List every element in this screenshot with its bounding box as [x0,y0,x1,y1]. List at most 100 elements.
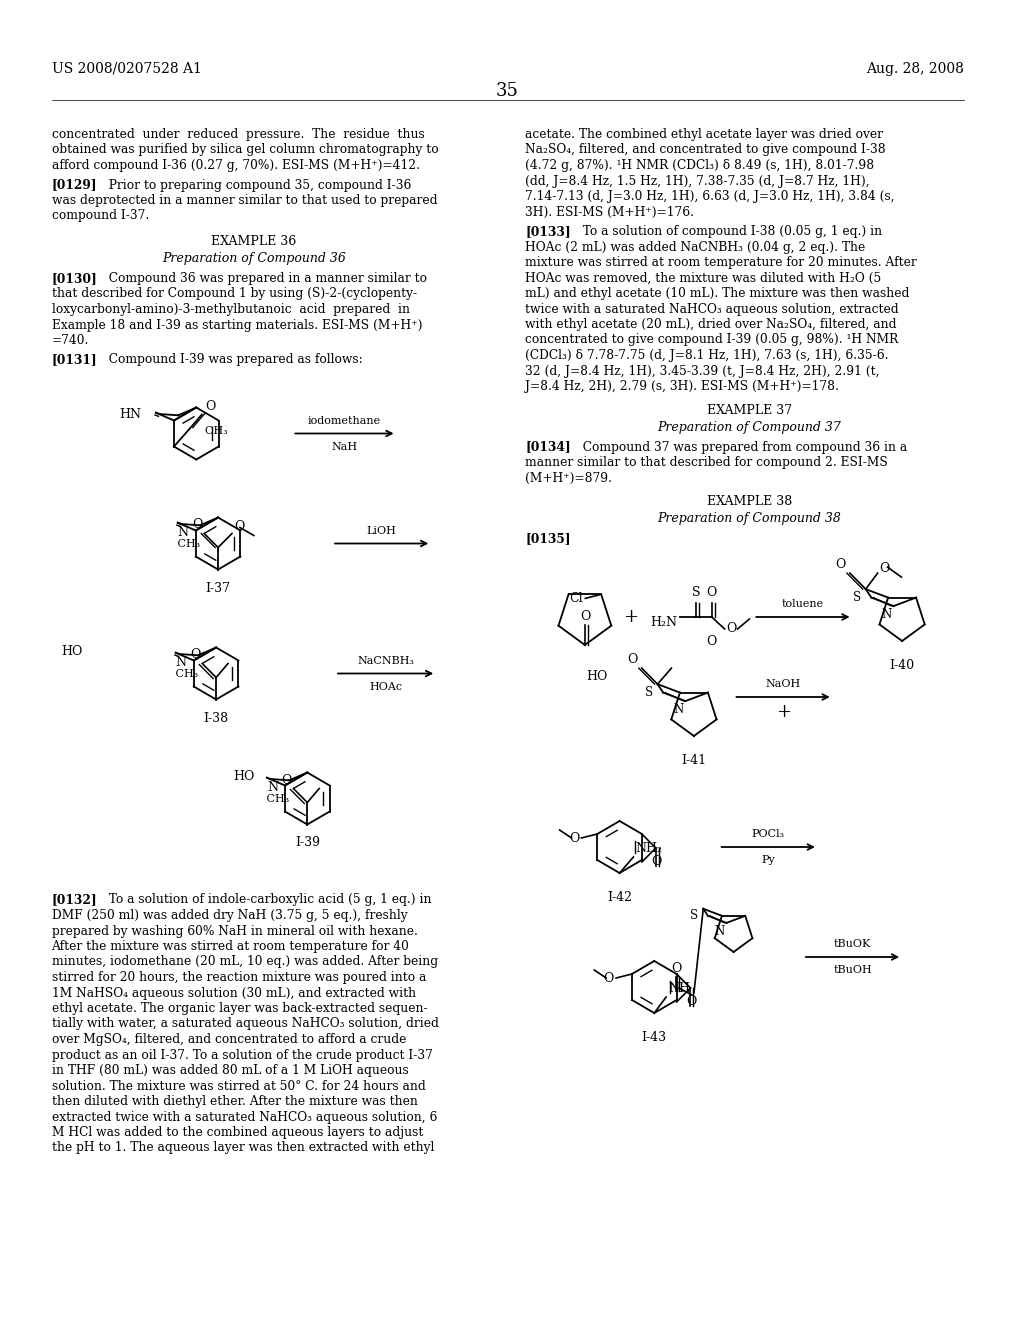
Text: obtained was purified by silica gel column chromatography to: obtained was purified by silica gel colu… [51,144,438,157]
Text: product as an oil I-37. To a solution of the crude product I-37: product as an oil I-37. To a solution of… [51,1048,432,1061]
Text: NH₂: NH₂ [636,842,663,855]
Text: concentrated  under  reduced  pressure.  The  residue  thus: concentrated under reduced pressure. The… [51,128,424,141]
Text: concentrated to give compound I-39 (0.05 g, 98%). ¹H NMR: concentrated to give compound I-39 (0.05… [525,334,899,346]
Text: S: S [691,586,700,599]
Text: Example 18 and I-39 as starting materials. ESI-MS (M+H⁺): Example 18 and I-39 as starting material… [51,318,422,331]
Text: EXAMPLE 36: EXAMPLE 36 [211,235,296,248]
Text: Preparation of Compound 37: Preparation of Compound 37 [657,421,842,433]
Text: O: O [281,774,292,787]
Text: I-37: I-37 [206,582,230,594]
Text: 32 (d, J=8.4 Hz, 1H), 3.45-3.39 (t, J=8.4 Hz, 2H), 2.91 (t,: 32 (d, J=8.4 Hz, 1H), 3.45-3.39 (t, J=8.… [525,364,880,378]
Text: 1M NaHSO₄ aqueous solution (30 mL), and extracted with: 1M NaHSO₄ aqueous solution (30 mL), and … [51,986,416,999]
Text: ethyl acetate. The organic layer was back-extracted sequen-: ethyl acetate. The organic layer was bac… [51,1002,427,1015]
Text: toluene: toluene [782,599,824,609]
Text: [0132]: [0132] [51,894,97,907]
Text: Compound 36 was prepared in a manner similar to: Compound 36 was prepared in a manner sim… [101,272,427,285]
Text: then diluted with diethyl ether. After the mixture was then: then diluted with diethyl ether. After t… [51,1096,418,1107]
Text: iodomethane: iodomethane [308,416,381,425]
Text: with ethyl acetate (20 mL), dried over Na₂SO₄, filtered, and: with ethyl acetate (20 mL), dried over N… [525,318,897,331]
Text: N: N [176,656,186,669]
Text: +: + [623,609,638,626]
Text: I-41: I-41 [681,754,707,767]
Text: O: O [727,623,737,635]
Text: H₂N: H₂N [650,615,677,628]
Text: M HCl was added to the combined aqueous layers to adjust: M HCl was added to the combined aqueous … [51,1126,423,1139]
Text: O: O [880,562,890,576]
Text: =740.: =740. [51,334,89,347]
Text: O: O [604,972,614,985]
Text: in THF (80 mL) was added 80 mL of a 1 M LiOH aqueous: in THF (80 mL) was added 80 mL of a 1 M … [51,1064,409,1077]
Text: Prior to preparing compound 35, compound I-36: Prior to preparing compound 35, compound… [101,178,412,191]
Text: (CDCl₃) δ 7.78-7.75 (d, J=8.1 Hz, 1H), 7.63 (s, 1H), 6.35-6.: (CDCl₃) δ 7.78-7.75 (d, J=8.1 Hz, 1H), 7… [525,348,889,362]
Text: NaCNBH₃: NaCNBH₃ [357,656,414,665]
Text: O: O [671,962,681,975]
Text: O: O [191,519,202,532]
Text: (dd, J=8.4 Hz, 1.5 Hz, 1H), 7.38-7.35 (d, J=8.7 Hz, 1H),: (dd, J=8.4 Hz, 1.5 Hz, 1H), 7.38-7.35 (d… [525,174,870,187]
Text: O: O [651,855,662,869]
Text: acetate. The combined ethyl acetate layer was dried over: acetate. The combined ethyl acetate laye… [525,128,884,141]
Text: [0129]: [0129] [51,178,97,191]
Text: [0135]: [0135] [525,532,571,545]
Text: 3H). ESI-MS (M+H⁺)=176.: 3H). ESI-MS (M+H⁺)=176. [525,206,694,219]
Text: loxycarbonyl-amino)-3-methylbutanoic  acid  prepared  in: loxycarbonyl-amino)-3-methylbutanoic aci… [51,304,410,315]
Text: stirred for 20 hours, the reaction mixture was poured into a: stirred for 20 hours, the reaction mixtu… [51,972,426,983]
Text: 7.14-7.13 (d, J=3.0 Hz, 1H), 6.63 (d, J=3.0 Hz, 1H), 3.84 (s,: 7.14-7.13 (d, J=3.0 Hz, 1H), 6.63 (d, J=… [525,190,895,203]
Text: O: O [628,653,638,667]
Text: that described for Compound 1 by using (S)-2-(cyclopenty-: that described for Compound 1 by using (… [51,288,417,301]
Text: Py: Py [762,855,775,865]
Text: O: O [686,995,696,1008]
Text: the pH to 1. The aqueous layer was then extracted with ethyl: the pH to 1. The aqueous layer was then … [51,1142,434,1155]
Text: +: + [775,704,791,721]
Text: mixture was stirred at room temperature for 20 minutes. After: mixture was stirred at room temperature … [525,256,918,269]
Text: over MgSO₄, filtered, and concentrated to afford a crude: over MgSO₄, filtered, and concentrated t… [51,1034,406,1045]
Text: NaOH: NaOH [766,678,801,689]
Text: HO: HO [232,770,254,783]
Text: NaH: NaH [332,441,357,451]
Text: mL) and ethyl acetate (10 mL). The mixture was then washed: mL) and ethyl acetate (10 mL). The mixtu… [525,286,909,300]
Text: O: O [707,586,717,599]
Text: S: S [645,686,653,700]
Text: tBuOK: tBuOK [834,939,871,949]
Text: (M+H⁺)=879.: (M+H⁺)=879. [525,471,612,484]
Text: O: O [206,400,216,412]
Text: O: O [581,610,591,623]
Text: I-43: I-43 [642,1031,667,1044]
Text: O: O [836,558,846,572]
Text: O: O [569,832,580,845]
Text: HO: HO [587,669,608,682]
Text: manner similar to that described for compound 2. ESI-MS: manner similar to that described for com… [525,455,888,469]
Text: solution. The mixture was stirred at 50° C. for 24 hours and: solution. The mixture was stirred at 50°… [51,1080,425,1093]
Text: [0130]: [0130] [51,272,97,285]
Text: O: O [189,648,201,661]
Text: HO: HO [61,645,83,657]
Text: Compound 37 was prepared from compound 36 in a: Compound 37 was prepared from compound 3… [574,441,907,454]
Text: HN: HN [120,408,141,421]
Text: I-39: I-39 [295,837,319,850]
Text: EXAMPLE 37: EXAMPLE 37 [707,404,792,417]
Text: Cl: Cl [569,591,584,605]
Text: prepared by washing 60% NaH in mineral oil with hexane.: prepared by washing 60% NaH in mineral o… [51,924,418,937]
Text: tBuOH: tBuOH [834,965,871,975]
Text: Aug. 28, 2008: Aug. 28, 2008 [865,62,964,77]
Text: (4.72 g, 87%). ¹H NMR (CDCl₃) δ 8.49 (s, 1H), 8.01-7.98: (4.72 g, 87%). ¹H NMR (CDCl₃) δ 8.49 (s,… [525,158,874,172]
Text: twice with a saturated NaHCO₃ aqueous solution, extracted: twice with a saturated NaHCO₃ aqueous so… [525,302,899,315]
Text: [0133]: [0133] [525,224,571,238]
Text: N: N [715,925,725,939]
Text: CH₃: CH₃ [190,426,227,437]
Text: Na₂SO₄, filtered, and concentrated to give compound I-38: Na₂SO₄, filtered, and concentrated to gi… [525,144,886,157]
Text: I-42: I-42 [607,891,632,904]
Text: CH₃: CH₃ [256,795,289,804]
Text: After the mixture was stirred at room temperature for 40: After the mixture was stirred at room te… [51,940,410,953]
Text: S: S [853,591,861,605]
Text: US 2008/0207528 A1: US 2008/0207528 A1 [51,62,202,77]
Text: EXAMPLE 38: EXAMPLE 38 [707,495,792,508]
Text: NH: NH [668,982,690,995]
Text: Compound I-39 was prepared as follows:: Compound I-39 was prepared as follows: [101,354,362,367]
Text: [0134]: [0134] [525,441,571,454]
Text: I-38: I-38 [204,711,228,725]
Text: extracted twice with a saturated NaHCO₃ aqueous solution, 6: extracted twice with a saturated NaHCO₃ … [51,1110,437,1123]
Text: S: S [690,909,698,923]
Text: was deprotected in a manner similar to that used to prepared: was deprotected in a manner similar to t… [51,194,437,207]
Text: CH₃: CH₃ [165,669,198,678]
Text: N: N [674,704,684,715]
